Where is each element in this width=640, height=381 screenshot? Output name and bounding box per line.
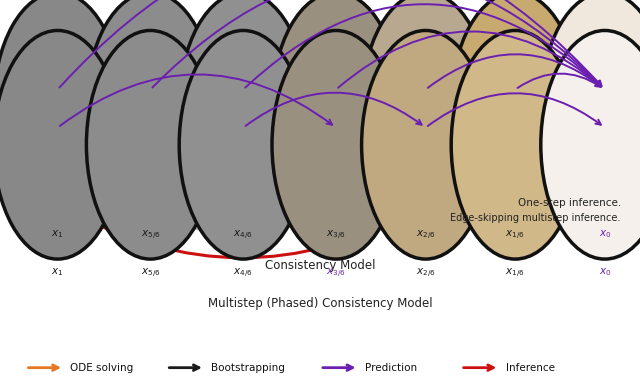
FancyArrowPatch shape [67, 209, 414, 258]
FancyArrowPatch shape [428, 54, 601, 88]
Ellipse shape [362, 0, 490, 221]
Ellipse shape [272, 0, 400, 221]
Ellipse shape [86, 0, 214, 221]
Text: $x_1$: $x_1$ [51, 229, 64, 240]
Ellipse shape [451, 0, 579, 221]
Text: $x_1$: $x_1$ [51, 267, 64, 279]
FancyArrowPatch shape [60, 0, 602, 88]
Text: $x_{4/6}$: $x_{4/6}$ [234, 267, 253, 280]
Text: $x_{2/6}$: $x_{2/6}$ [416, 229, 435, 242]
Text: Prediction: Prediction [365, 363, 417, 373]
Ellipse shape [272, 30, 400, 259]
Text: $x_{5/6}$: $x_{5/6}$ [141, 267, 160, 280]
Text: Edge-skipping multistep inference.: Edge-skipping multistep inference. [451, 213, 621, 223]
Ellipse shape [541, 30, 640, 259]
Text: $x_{2/6}$: $x_{2/6}$ [416, 267, 435, 280]
Text: One-step inference.: One-step inference. [518, 198, 621, 208]
FancyArrowPatch shape [152, 0, 602, 88]
Ellipse shape [0, 30, 122, 259]
Text: $x_{3/6}$: $x_{3/6}$ [326, 267, 346, 280]
Text: Consistency Model: Consistency Model [265, 259, 375, 272]
FancyArrowPatch shape [338, 31, 601, 88]
Text: $x_{3/6}$: $x_{3/6}$ [326, 229, 346, 242]
Text: $x_{1/6}$: $x_{1/6}$ [506, 267, 525, 280]
Ellipse shape [362, 30, 490, 259]
FancyArrowPatch shape [351, 192, 588, 227]
FancyArrowPatch shape [79, 165, 580, 228]
Text: $x_0$: $x_0$ [598, 267, 611, 279]
FancyArrowPatch shape [518, 74, 601, 88]
Ellipse shape [86, 30, 214, 259]
FancyArrowPatch shape [435, 209, 593, 231]
Ellipse shape [541, 0, 640, 221]
Text: ODE solving: ODE solving [70, 363, 134, 373]
Ellipse shape [179, 0, 307, 221]
Text: $x_{5/6}$: $x_{5/6}$ [141, 229, 160, 242]
Text: Inference: Inference [506, 363, 555, 373]
Text: Bootstrapping: Bootstrapping [211, 363, 285, 373]
Ellipse shape [451, 30, 579, 259]
Ellipse shape [179, 30, 307, 259]
FancyArrowPatch shape [60, 74, 332, 126]
Text: $x_{4/6}$: $x_{4/6}$ [234, 229, 253, 242]
Text: $x_{1/6}$: $x_{1/6}$ [506, 229, 525, 242]
FancyArrowPatch shape [73, 192, 319, 229]
Ellipse shape [0, 0, 122, 221]
Text: $x_0$: $x_0$ [598, 229, 611, 240]
FancyArrowPatch shape [245, 93, 422, 126]
Text: Multistep (Phased) Consistency Model: Multistep (Phased) Consistency Model [208, 297, 432, 310]
FancyArrowPatch shape [428, 93, 601, 126]
FancyArrowPatch shape [245, 4, 601, 88]
